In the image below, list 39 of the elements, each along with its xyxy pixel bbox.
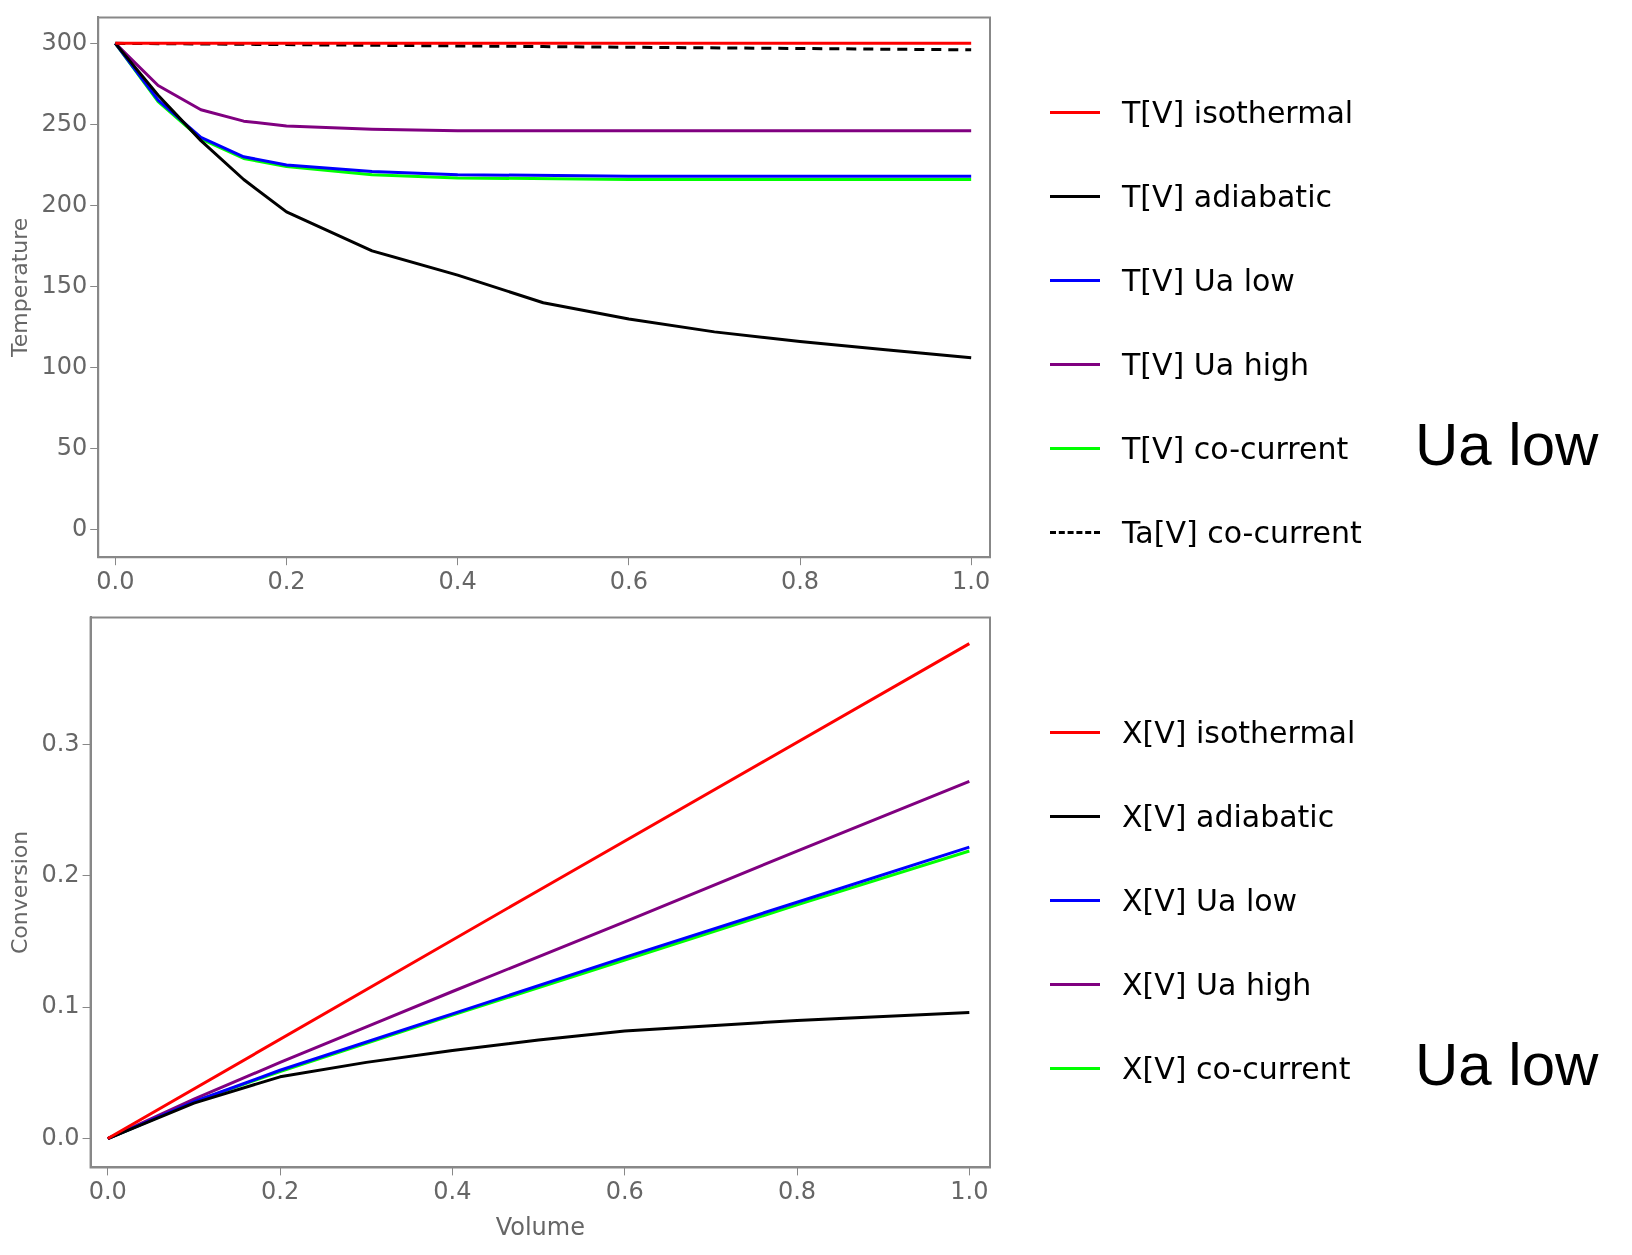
y-axis-title: Conversion [6, 830, 32, 955]
x-tick-label: 0.0 [88, 1177, 127, 1206]
y-tick-label: 200 [41, 189, 88, 218]
x-tick-label: 0.0 [96, 566, 135, 595]
legend-label: X[V] isothermal [1122, 714, 1356, 750]
legend-label: X[V] adiabatic [1122, 798, 1335, 834]
y-tick-label: 0.0 [41, 1122, 80, 1151]
x-tick-label: 1.0 [950, 1177, 989, 1206]
x-axis-title: Volume [495, 1212, 585, 1241]
x-tick-label: 1.0 [952, 566, 991, 595]
text: Ua low [1415, 1030, 1599, 1099]
x-tick-label: 0.2 [261, 1177, 300, 1206]
x-tick-label: 0.6 [605, 1177, 644, 1206]
legend-label: T[V] Ua high [1122, 346, 1310, 382]
y-tick-label: 300 [41, 27, 88, 56]
legend-label: T[V] co-current [1122, 430, 1349, 466]
y-tick-label: 0 [71, 513, 88, 542]
legend-label: Ta[V] co-current [1122, 514, 1362, 550]
text: Ua low [1415, 410, 1599, 479]
x-tick-label: 0.2 [267, 566, 306, 595]
x-tick-label: 0.4 [438, 566, 477, 595]
x-tick-label: 0.6 [609, 566, 648, 595]
legend-label: X[V] Ua high [1122, 966, 1312, 1002]
legend-label: X[V] Ua low [1122, 882, 1298, 918]
y-tick-label: 100 [41, 351, 88, 380]
x-tick-label: 0.4 [433, 1177, 472, 1206]
legend-label: T[V] adiabatic [1122, 178, 1332, 214]
y-tick-label: 0.2 [41, 860, 80, 889]
legend-label: T[V] isothermal [1122, 94, 1354, 130]
y-axis-title: Temperature [6, 217, 32, 358]
y-tick-label: 0.1 [41, 991, 80, 1020]
y-tick-label: 250 [41, 108, 88, 137]
y-tick-label: 50 [56, 432, 88, 461]
legend-label: X[V] co-current [1122, 1050, 1351, 1086]
legend-label: T[V] Ua low [1122, 262, 1295, 298]
x-tick-label: 0.8 [780, 566, 820, 595]
y-tick-label: 150 [41, 270, 88, 299]
y-tick-label: 0.3 [41, 728, 80, 757]
x-tick-label: 0.8 [777, 1177, 817, 1206]
